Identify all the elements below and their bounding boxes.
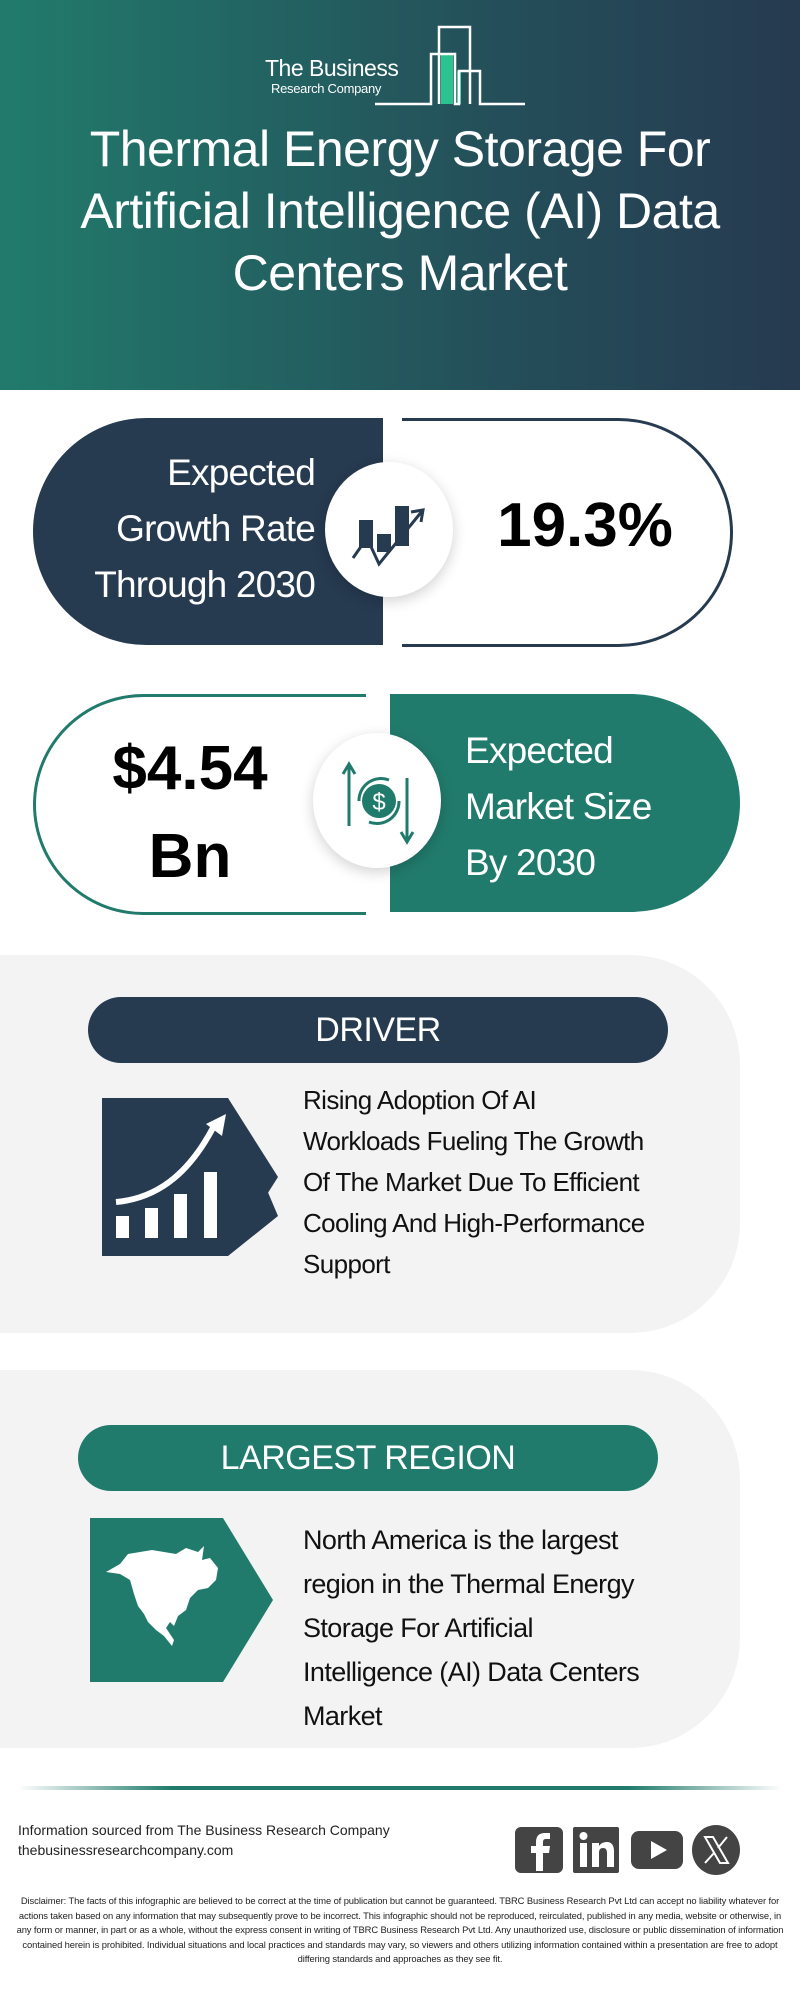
text-line: Workloads Fueling The Growth [303,1126,644,1156]
growth-icon-circle [325,462,453,597]
market-size-label-panel [390,694,740,912]
linkedin-icon[interactable] [573,1825,623,1875]
label-line: Growth Rate [116,508,316,549]
website-link[interactable]: thebusinessresearchcompany.com [18,1842,234,1858]
logo-text-line1: The Business [265,55,399,81]
svg-text:$: $ [372,789,385,816]
growth-chart-icon [351,505,425,567]
label-line: Through 2030 [94,564,316,605]
x-icon[interactable] [691,1825,741,1875]
market-size-label: Expected Market Size By 2030 [465,723,735,891]
disclaimer-text: Disclaimer: The facts of this infographi… [16,1895,784,1964]
driver-description: Rising Adoption Of AI Workloads Fueling … [303,1080,645,1285]
growth-value-panel [402,418,733,647]
footer-divider [18,1786,782,1790]
market-size-value: $4.54 Bn [40,725,340,901]
text-line: Cooling And High-Performance [303,1208,645,1238]
north-america-map-icon [90,1518,273,1682]
text-line: region in the Thermal Energy [303,1569,635,1599]
market-size-icon-circle: $ [313,733,441,868]
value-line: $4.54 [112,734,268,803]
label-line: Expected [465,730,614,771]
driver-heading: DRIVER [88,997,668,1063]
page-title: Thermal Energy Storage For Artificial In… [20,118,780,304]
rising-bar-chart-icon [102,1098,278,1256]
facebook-icon[interactable] [515,1825,565,1875]
social-links [515,1825,741,1875]
text-line: Rising Adoption Of AI [303,1085,537,1115]
text-line: Market [303,1701,383,1731]
label-line: By 2030 [465,842,596,883]
region-description: North America is the largest region in t… [303,1518,640,1738]
company-logo: The Business Research Company [265,25,535,107]
growth-rate-label: Expected Growth Rate Through 2030 [40,445,316,613]
title-line: Centers Market [232,245,568,301]
text-line: North America is the largest [303,1525,618,1555]
label-line: Market Size [465,786,652,827]
title-line: Artificial Intelligence (AI) Data [80,183,720,239]
logo-text-line2: Research Company [271,81,382,96]
growth-rate-value: 19.3% [497,491,673,560]
market-size-value-panel [33,694,366,915]
header-banner [0,0,800,390]
label-line: Expected [167,452,316,493]
text-line: Intelligence (AI) Data Centers [303,1657,640,1687]
source-info: Information sourced from The Business Re… [18,1820,390,1860]
text-line: Storage For Artificial [303,1613,534,1643]
logo-buildings-icon [375,25,525,106]
source-line: Information sourced from The Business Re… [18,1822,390,1838]
text-line: Support [303,1249,390,1279]
growth-label-panel [33,418,383,645]
dollar-exchange-icon: $ [341,760,415,845]
value-line: Bn [148,822,232,891]
region-heading: LARGEST REGION [78,1425,658,1491]
text-line: Of The Market Due To Efficient [303,1167,640,1197]
youtube-icon[interactable] [631,1825,683,1875]
title-line: Thermal Energy Storage For [89,121,711,177]
